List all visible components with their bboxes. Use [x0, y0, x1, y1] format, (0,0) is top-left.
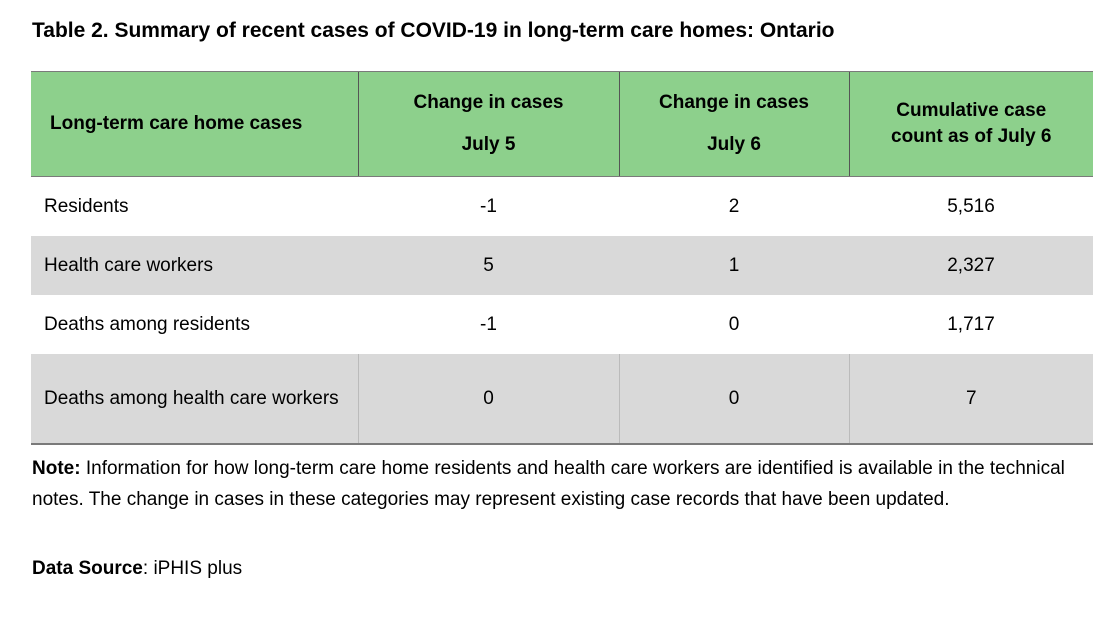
table-row-health-care-workers: Health care workers 5 1 2,327 — [31, 235, 1093, 295]
cell-change-july6: 2 — [728, 195, 740, 217]
row-label: Health care workers — [31, 235, 358, 295]
row-label: Residents — [44, 195, 129, 217]
header-category-label: Long-term care home cases — [50, 113, 303, 134]
note-text: Information for how long-term care home … — [32, 458, 1065, 510]
cell-cumulative: 1,717 — [947, 313, 995, 335]
data-source-text: iPHIS plus — [153, 558, 243, 579]
cell-change-july5: 0 — [357, 353, 619, 445]
header-change-july6-line1: Change in cases — [659, 92, 809, 113]
cell-change-july5: 5 — [358, 235, 619, 295]
row-label-text: Deaths among health care workers — [44, 387, 339, 409]
header-cumulative: Cumulative case count as of July 6 — [848, 71, 1093, 177]
data-source: Data Source: iPHIS plus — [32, 553, 242, 584]
header-change-july5-line1: Change in cases — [413, 92, 564, 113]
row-label: Deaths among health care workers — [31, 353, 358, 445]
header-change-july5: Change in cases July 5 — [357, 71, 619, 177]
header-cumulative-line2: count as of July 6 — [891, 126, 1052, 147]
cell-cumulative: 5,516 — [947, 195, 995, 217]
header-category: Long-term care home cases — [31, 71, 358, 177]
ltc-cases-table: Long-term care home cases Change in case… — [31, 71, 1093, 445]
cell-cumulative: 2,327 — [849, 235, 1093, 295]
header-change-july6: Change in cases July 6 — [618, 71, 849, 177]
row-label: Deaths among residents — [44, 313, 250, 335]
cell-change-july6: 1 — [619, 235, 849, 295]
header-change-july5-line2: July 5 — [461, 134, 516, 155]
cell-change-july5: -1 — [480, 195, 497, 217]
table-row-deaths-health-care-workers: Deaths among health care workers 0 0 7 — [31, 353, 1093, 445]
table-title: Table 2. Summary of recent cases of COVI… — [32, 19, 835, 42]
cell-change-july6: 0 — [728, 313, 740, 335]
table-row-deaths-residents: Deaths among residents -1 0 1,717 — [31, 295, 1093, 354]
note-label: Note: — [32, 458, 81, 479]
cell-change-july5: -1 — [480, 313, 497, 335]
table-row-residents: Residents -1 2 5,516 — [31, 177, 1093, 236]
cell-change-july6: 0 — [618, 353, 849, 445]
table-header-row: Long-term care home cases Change in case… — [31, 71, 1093, 177]
header-cumulative-line1: Cumulative case — [896, 100, 1047, 121]
data-source-label: Data Source — [32, 558, 143, 579]
data-source-colon: : — [142, 558, 154, 579]
table-note: Note: Information for how long-term care… — [32, 453, 1092, 515]
cell-cumulative: 7 — [848, 353, 1093, 445]
header-change-july6-line2: July 6 — [707, 134, 761, 155]
